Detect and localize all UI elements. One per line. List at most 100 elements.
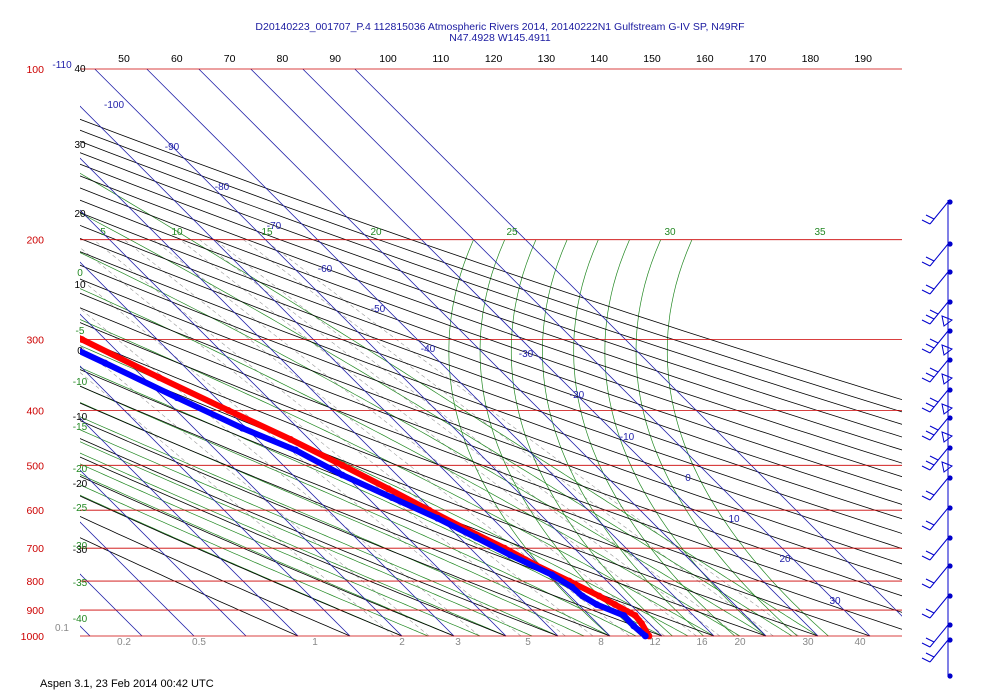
wind-barb-feather (921, 657, 931, 663)
pressure-tick-label: 300 (26, 335, 44, 347)
isotherm-line (250, 69, 819, 637)
moist-adiabat-line (80, 463, 481, 637)
mixing-ratio-label: 30 (802, 637, 814, 648)
dry-adiabat-label: 10 (74, 280, 86, 291)
mixing-ratio-line (80, 247, 566, 637)
dry-adiabat-line (80, 278, 902, 581)
temperature-trace-point (224, 406, 232, 414)
wind-barb-feather (921, 407, 931, 413)
moist-adiabat-label: -5 (76, 326, 85, 337)
moist-adiabat-line (80, 172, 819, 637)
moist-adiabats (80, 172, 819, 637)
wind-barb-shaft (929, 243, 949, 267)
wind-barb-feather (921, 495, 931, 501)
moist-adiabat-line (80, 212, 793, 637)
top-axis-tick-label: 140 (590, 53, 608, 65)
isotherm-line (80, 521, 195, 637)
pressure-tick-label: 600 (26, 505, 44, 517)
wind-barb-shaft (929, 639, 949, 663)
moist-adiabat-line (80, 367, 663, 637)
wind-barb-pennant (941, 315, 954, 327)
wind-barb-feather (921, 219, 931, 225)
dewpoint-trace-point (548, 571, 556, 579)
isotherm-tick-label: 0 (685, 473, 691, 484)
dewpoint-trace-point (641, 632, 649, 640)
title-line-2: N47.4928 W145.4911 (449, 32, 551, 44)
wind-barb-feather (921, 377, 931, 383)
isotherm-line (354, 69, 902, 617)
wind-barb-feather (925, 550, 935, 556)
moist-adiabat-label: -10 (73, 377, 88, 388)
dewpoint-trace-point (239, 424, 246, 432)
dry-adiabats (80, 118, 902, 637)
isotherm-tick-label: -30 (519, 349, 534, 360)
moist-adiabat-line (80, 452, 507, 637)
moist-adiabat-line (80, 252, 767, 637)
dry-adiabat-label: -30 (73, 545, 88, 556)
theta-e-label: 15 (261, 227, 273, 238)
wind-barb-feather (925, 343, 935, 349)
wind-barb-feather (929, 338, 939, 344)
theta-e-label: 5 (100, 227, 106, 238)
footer-timestamp: Aspen 3.1, 23 Feb 2014 00:42 UTC (40, 678, 214, 690)
dry-adiabat-line (80, 199, 902, 491)
mixing-ratio-label: 5 (525, 637, 531, 648)
top-axis-tick-label: 60 (171, 53, 183, 65)
mixing-ratio-label: 16 (696, 637, 708, 648)
dewpoint-trace-point (472, 533, 480, 541)
top-axis-tick-label: 160 (696, 53, 714, 65)
wind-barb-shaft (929, 624, 949, 648)
isotherm-tick-label: -50 (371, 304, 386, 315)
wind-barb-feather (921, 465, 931, 471)
dry-adiabat-line (80, 420, 611, 637)
dry-adiabat-label: -10 (73, 412, 88, 423)
dry-adiabat-label: 20 (74, 209, 86, 220)
temperature-trace-point (155, 374, 163, 381)
dry-adiabat-line (80, 140, 902, 425)
dry-adiabat-line (80, 264, 902, 565)
wind-barb-dot (947, 505, 953, 511)
mixing-ratio-label: 8 (598, 637, 604, 648)
top-axis-tick-label: 110 (432, 53, 449, 65)
wind-barb-feather (929, 455, 939, 461)
moist-adiabat-line (80, 402, 611, 637)
wind-barb-shaft (929, 507, 949, 531)
moist-adiabat-label: -15 (73, 422, 88, 433)
wind-barb-feather (921, 289, 931, 295)
mixing-ratio-label: 2 (399, 637, 405, 648)
dry-adiabat-line (80, 475, 455, 637)
dewpoint-trace-point (620, 612, 628, 619)
wind-barb-feather (925, 372, 935, 378)
wind-barb-pennant (941, 403, 954, 415)
temperature-trace-point (384, 485, 392, 493)
moist-adiabat-line (80, 484, 429, 637)
top-axis-tick-label: 120 (485, 53, 503, 65)
top-axis-tick-label: 150 (643, 53, 661, 65)
isotherm-line (146, 69, 715, 637)
title-line-1: D20140223_001707_P.4 112815036 Atmospher… (255, 21, 745, 33)
wind-barb-dot (947, 199, 953, 205)
wind-barb-shaft (929, 389, 949, 413)
pressure-tick-label: 500 (26, 460, 44, 472)
dewpoint-trace-point (434, 514, 442, 522)
dry-adiabat-line (80, 402, 663, 637)
theta-e-label: 35 (814, 227, 826, 238)
mixing-ratio-line (80, 372, 394, 637)
wind-barb-feather (921, 348, 931, 354)
temperature-trace-point (287, 435, 294, 443)
dry-adiabat-label: 40 (74, 64, 86, 75)
dewpoint-trace-point (593, 601, 601, 608)
wind-barb-feather (921, 525, 931, 531)
dry-adiabat-line (80, 537, 299, 637)
wind-barb-feather (921, 261, 931, 267)
mixing-ratio-label: 1 (312, 637, 318, 648)
dry-adiabat-line (80, 212, 902, 505)
top-axis-tick-label: 50 (118, 53, 130, 65)
wind-barb-staff (921, 199, 954, 679)
isotherm-line (80, 365, 351, 637)
dry-adiabat-line (80, 516, 351, 637)
pressure-tick-label: 1000 (21, 631, 45, 643)
wind-barb-dot (947, 637, 953, 643)
dry-adiabat-line (80, 495, 403, 637)
